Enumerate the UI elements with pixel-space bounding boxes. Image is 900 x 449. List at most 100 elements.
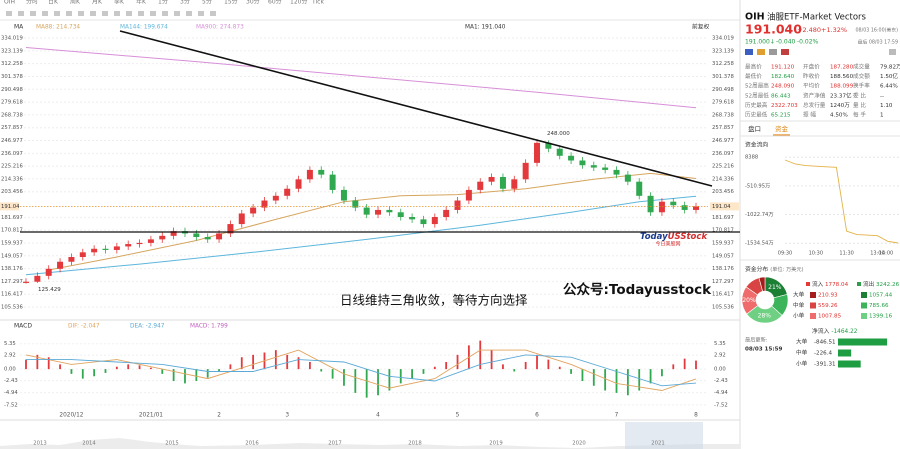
candle-body (602, 167, 609, 170)
timeline-year: 2013 (33, 441, 46, 447)
candle-body (204, 237, 211, 240)
price-label: 191.04 (712, 204, 731, 210)
x-tick-label: 14:00 (879, 251, 893, 257)
macd-bar (115, 366, 118, 370)
y-tick-label: 170.817 (1, 228, 23, 234)
toolbar-item[interactable]: 5分 (202, 0, 212, 6)
toolbar-item[interactable]: 120分 (290, 0, 307, 6)
y-tick-label: 301.378 (1, 74, 24, 80)
timeline-year: 2014 (82, 441, 96, 447)
y-tick-label: 138.176 (1, 266, 24, 272)
y-tick-label: 214.336 (1, 176, 24, 182)
macd-bar (649, 369, 652, 384)
tab-active[interactable]: 资金 (775, 124, 789, 133)
price: 191.040 (745, 22, 802, 37)
swatch (810, 292, 816, 298)
y-tick-label: 159.937 (1, 240, 23, 246)
tool-icon[interactable] (102, 11, 108, 16)
candle-body (363, 207, 370, 215)
row-value: -846.51 (814, 340, 836, 346)
y-tick-label: 268.738 (712, 112, 735, 118)
tool-icon[interactable] (78, 11, 84, 16)
toolbar-item[interactable]: 15分 (224, 0, 238, 6)
after-pct: -0.02% (797, 39, 819, 46)
candle-body (556, 148, 563, 156)
candle-body (352, 200, 359, 208)
y-tick-label: 149.057 (1, 253, 23, 259)
adjust-mode[interactable]: 前复权 (692, 23, 710, 31)
tool-icon[interactable] (126, 11, 132, 16)
net-flow: 大单 -846.51 中单 -226.4 小单 -391.31 (796, 338, 888, 368)
tool-icon[interactable] (150, 11, 156, 16)
timeline-window[interactable] (625, 422, 703, 449)
icon[interactable] (745, 49, 753, 55)
toolbar-item[interactable]: OIH (4, 0, 15, 6)
macd-bar (206, 369, 209, 378)
tool-icon[interactable] (42, 11, 48, 16)
x-tick-label: 8 (694, 413, 698, 419)
candle-body (420, 219, 427, 225)
icon[interactable] (769, 49, 777, 55)
tool-icon[interactable] (18, 11, 24, 16)
toolbar-item[interactable]: 60分 (268, 0, 282, 6)
toolbar-item[interactable]: 分时 (26, 0, 38, 6)
macd-bar (93, 369, 96, 377)
macd-bar (626, 369, 629, 396)
tool-icon[interactable] (138, 11, 144, 16)
tab[interactable]: 盘口 (748, 124, 761, 133)
timeline-year: 2021 (651, 441, 664, 447)
after-price: 191.000↓ (745, 39, 775, 46)
comment-text: 日线维持三角收敛，等待方向选择 (340, 293, 528, 308)
candle-body (488, 176, 495, 182)
tool-icon[interactable] (54, 11, 60, 16)
tool-icon[interactable] (6, 11, 12, 16)
symbol: OIH (745, 12, 765, 23)
tool-icon[interactable] (162, 11, 168, 16)
swatch (861, 313, 867, 319)
swatch (857, 282, 861, 286)
macd-bar (47, 357, 50, 370)
tool-icon[interactable] (198, 11, 204, 16)
legend-item: MA144: 199.674 (120, 25, 168, 31)
stat-label: 52周最高 (745, 82, 769, 90)
macd-bar (422, 369, 425, 374)
toolbar-item[interactable]: 1分 (158, 0, 168, 6)
toolbar-item[interactable]: 30分 (246, 0, 260, 6)
candle-body (670, 201, 677, 206)
macd-bar (365, 369, 368, 398)
y-tick-label: 116.417 (1, 292, 23, 298)
after-change: -0.040 (776, 39, 796, 46)
tool-icon[interactable] (66, 11, 72, 16)
toolbar-item[interactable]: Tick (311, 0, 324, 6)
row-out: 1057.44 (869, 293, 893, 299)
tool-icon[interactable] (210, 11, 216, 16)
macd-bar (59, 364, 61, 370)
toolbar-item[interactable]: 季K (114, 0, 125, 6)
toolbar-item[interactable]: 周K (70, 0, 81, 6)
y-tick-label: 236.097 (712, 151, 734, 157)
tool-icon[interactable] (186, 11, 192, 16)
row-name: 大单 (793, 291, 805, 299)
toolbar-item[interactable]: 日K (48, 0, 59, 6)
tool-icon[interactable] (30, 11, 36, 16)
row-name: 小单 (796, 360, 808, 368)
candle-body (465, 189, 472, 201)
y-tick-label: 246.977 (1, 138, 23, 144)
icon[interactable] (889, 49, 896, 55)
high-label: 248.000 (547, 131, 570, 137)
stat-value: 188.099 (830, 84, 854, 90)
tool-icon[interactable] (114, 11, 120, 16)
icon[interactable] (757, 49, 765, 55)
y-tick-label: -510.95万 (745, 182, 770, 189)
toolbar-item[interactable]: 3分 (180, 0, 190, 6)
toolbar-item[interactable]: 年K (136, 0, 147, 6)
stat-value: 79.82万 (880, 64, 900, 71)
toolbar-item[interactable]: 月K (92, 0, 103, 6)
tool-icon[interactable] (174, 11, 180, 16)
candle-body (579, 160, 586, 166)
macd-bar (331, 369, 334, 379)
icon[interactable] (781, 49, 789, 55)
price-label: 191.04 (1, 204, 20, 210)
tool-icon[interactable] (90, 11, 96, 16)
candle-body (23, 281, 29, 283)
